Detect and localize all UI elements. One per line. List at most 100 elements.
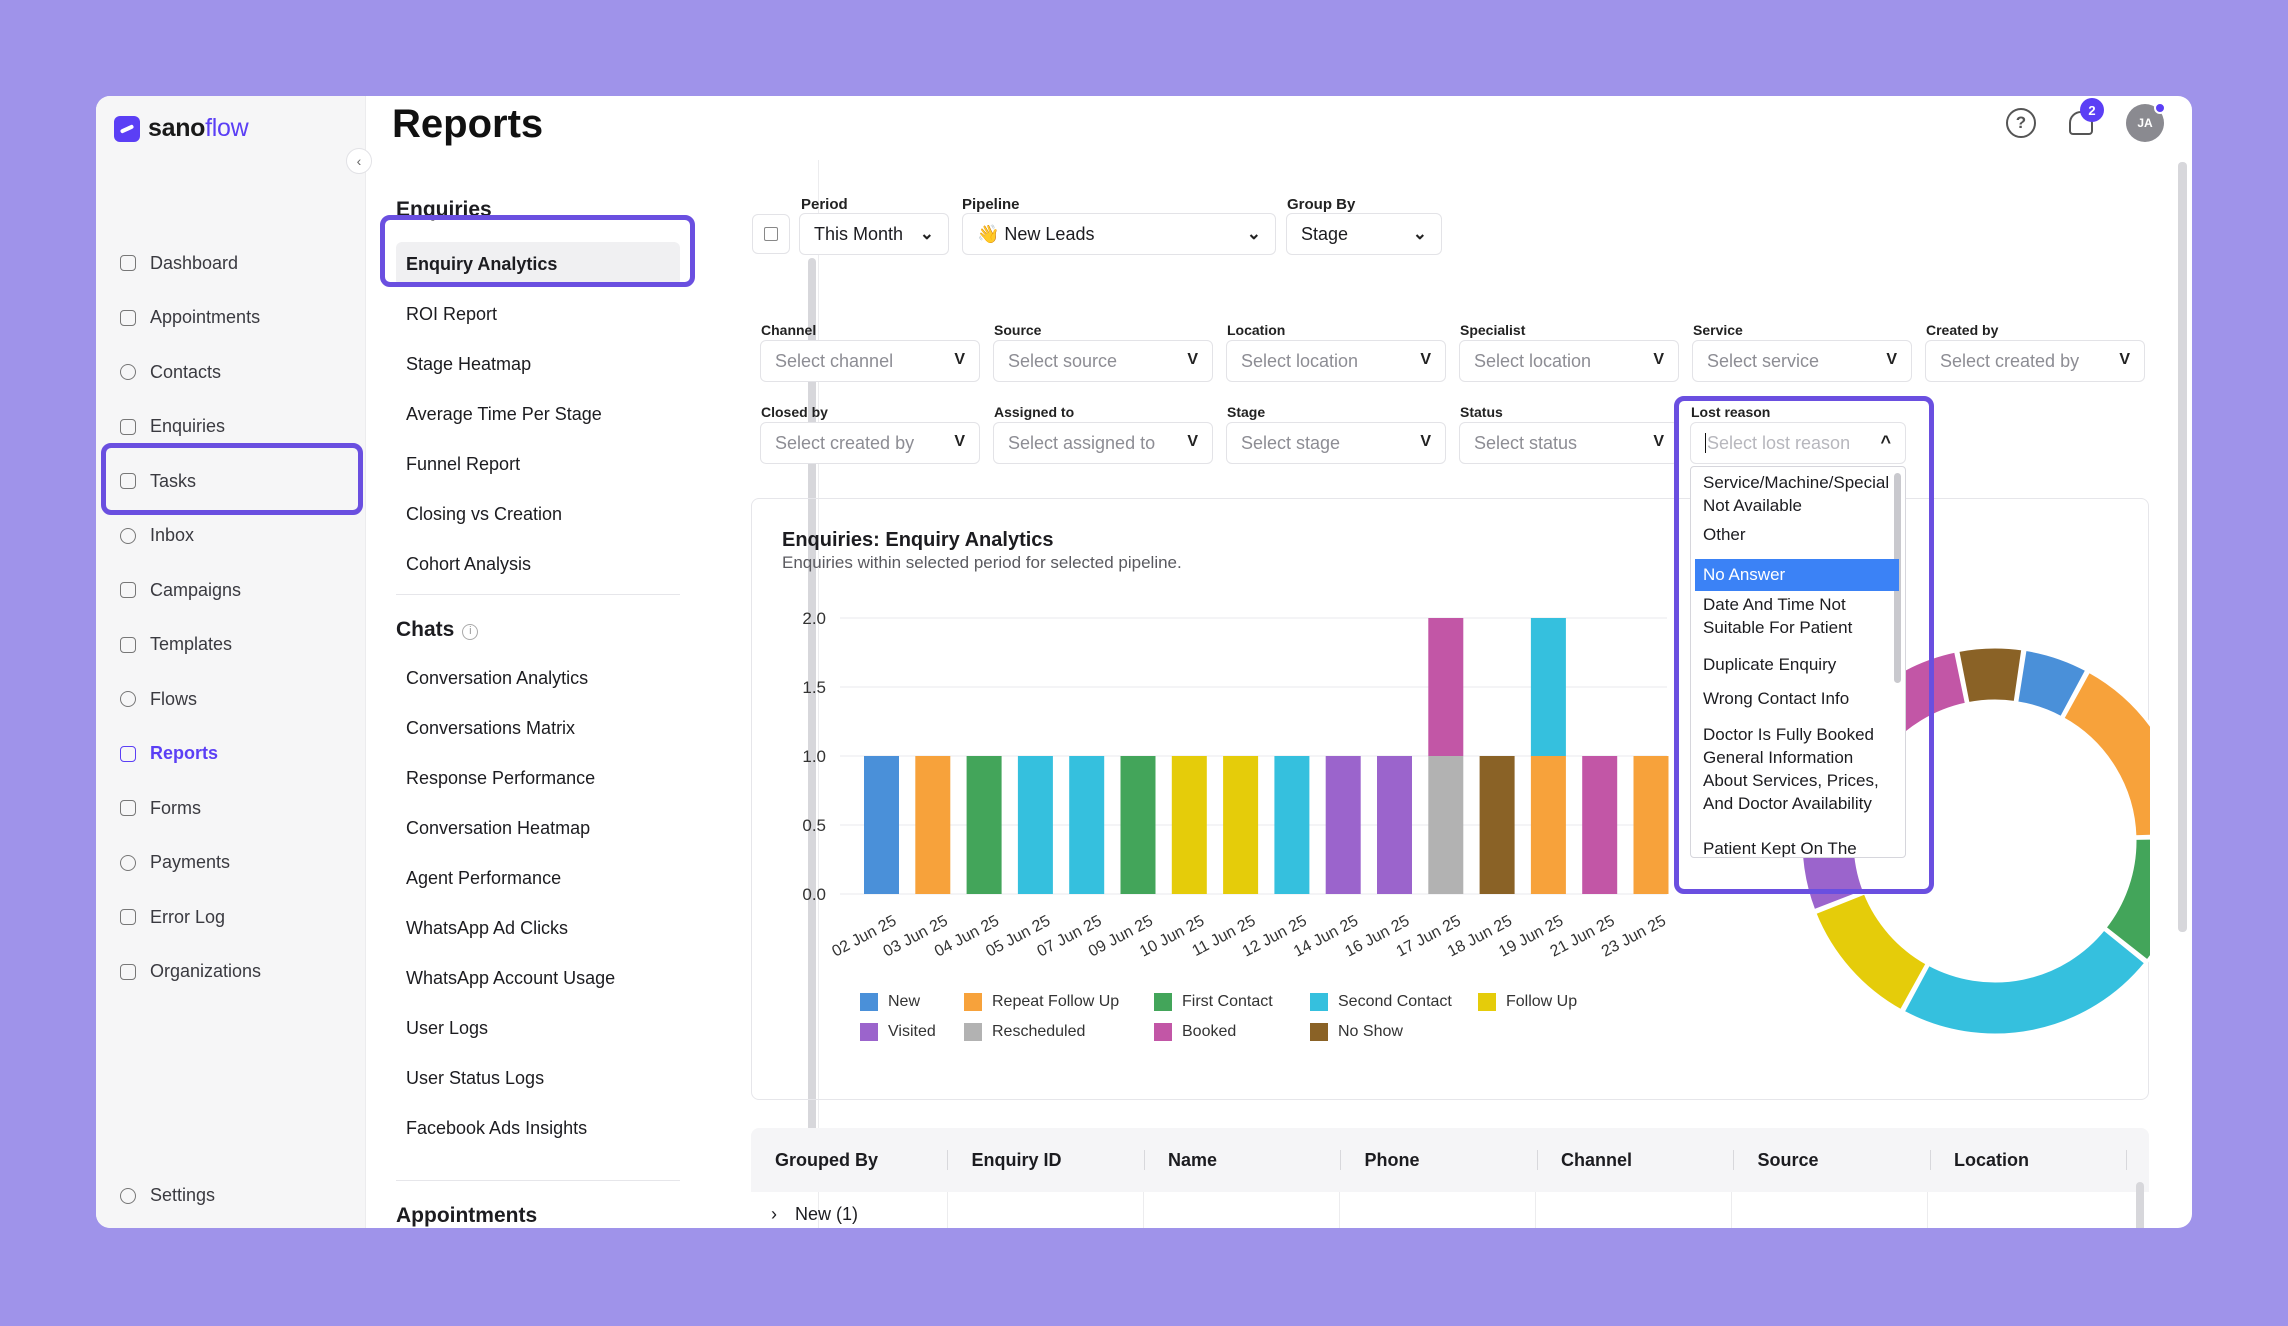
column-resizer[interactable] [1733, 1150, 1734, 1170]
lost-reason-option[interactable]: Service/Machine/Special Not Available [1695, 471, 1891, 517]
channel-select[interactable]: Select channel V [760, 340, 980, 382]
sidebar-item-templates[interactable]: Templates [104, 618, 358, 673]
sidebar-item-enquiries[interactable]: Enquiries [104, 400, 358, 455]
donut-slice-new[interactable] [2015, 647, 2089, 720]
report-link-enquiry-analytics[interactable]: Enquiry Analytics [396, 242, 680, 286]
column-header[interactable]: Enquiry ID [971, 1149, 1062, 1170]
reports-menu-scrollbar[interactable] [808, 258, 816, 1188]
legend-item[interactable]: Rescheduled [964, 1023, 1085, 1041]
notifications-button[interactable]: 2 [2062, 98, 2104, 142]
donut-slice-repeat-follow-up[interactable] [2060, 669, 2150, 839]
report-link-conversation-analytics[interactable]: Conversation Analytics [406, 667, 589, 688]
status-select[interactable]: Select status V [1459, 422, 1679, 464]
lost-reason-option[interactable]: Duplicate Enquiry [1695, 653, 1899, 676]
bar-new[interactable] [864, 756, 899, 894]
column-resizer[interactable] [1929, 1150, 1931, 1170]
bar-no-show[interactable] [1479, 756, 1515, 894]
bar-follow-up[interactable] [1171, 756, 1207, 894]
bar-repeat-follow-up[interactable] [915, 756, 951, 894]
sidebar-item-forms[interactable]: Forms [104, 781, 358, 836]
column-resizer[interactable] [2126, 1150, 2127, 1170]
sidebar-item-settings[interactable]: Settings [120, 1185, 215, 1206]
column-header[interactable]: Phone [1364, 1149, 1420, 1170]
report-link-facebook-ads-insights[interactable]: Facebook Ads Insights [406, 1118, 588, 1139]
legend-item[interactable]: Second Contact [1310, 993, 1452, 1011]
sidebar-item-campaigns[interactable]: Campaigns [104, 563, 358, 618]
closed-by-select[interactable]: Select created by V [760, 422, 980, 464]
bar-booked[interactable] [1582, 756, 1618, 894]
donut-slice-follow-up[interactable] [1812, 890, 1930, 1013]
report-link-response-performance[interactable]: Response Performance [406, 767, 596, 788]
period-select[interactable]: This Month ⌄ [799, 213, 949, 255]
lost-reason-option[interactable]: No Answer [1695, 559, 1899, 591]
legend-item[interactable]: New [860, 993, 920, 1011]
report-link-closing-vs-creation[interactable]: Closing vs Creation [406, 503, 563, 524]
donut-slice-first-contact[interactable] [2102, 836, 2150, 964]
donut-slice-second-contact[interactable] [1901, 926, 2149, 1037]
group-by-select[interactable]: Stage ⌄ [1286, 213, 1442, 255]
sidebar-item-contacts[interactable]: Contacts [104, 345, 358, 400]
toggle-panel-button[interactable] [752, 214, 790, 254]
table-row[interactable]: › New (1) [751, 1192, 2149, 1228]
sidebar-item-tasks[interactable]: Tasks [104, 454, 358, 509]
column-header[interactable]: Grouped By [775, 1149, 879, 1170]
bar-visited[interactable] [1377, 756, 1412, 894]
bar-second-contact[interactable] [1017, 756, 1053, 894]
donut-slice-no-show[interactable] [1956, 645, 2025, 706]
bar-booked[interactable] [1428, 618, 1464, 756]
help-icon[interactable]: ? [2006, 108, 2036, 138]
sidebar-item-flows[interactable]: Flows [104, 672, 358, 727]
column-header[interactable]: Source [1757, 1149, 1819, 1170]
report-link-whatsapp-account-usage[interactable]: WhatsApp Account Usage [406, 968, 616, 989]
user-avatar[interactable]: JA [2126, 102, 2166, 142]
legend-item[interactable]: Repeat Follow Up [964, 993, 1119, 1011]
bar-rescheduled[interactable] [1428, 756, 1464, 894]
lost-reason-option[interactable]: Patient Kept On The [1695, 837, 1899, 857]
sidebar-item-appointments[interactable]: Appointments [104, 291, 358, 346]
report-link-conversations-matrix[interactable]: Conversations Matrix [406, 717, 576, 738]
report-link-stage-heatmap[interactable]: Stage Heatmap [406, 353, 532, 374]
bar-repeat-follow-up[interactable] [1530, 756, 1566, 894]
bar-second-contact[interactable] [1069, 756, 1105, 894]
sidebar-item-organizations[interactable]: Organizations [104, 945, 358, 1000]
bar-visited[interactable] [1325, 756, 1361, 894]
lost-reason-option[interactable]: General Information About Services, Pric… [1695, 746, 1891, 838]
table-scrollbar[interactable] [2136, 1182, 2144, 1228]
stage-select[interactable]: Select stage V [1226, 422, 1446, 464]
report-link-whatsapp-ad-clicks[interactable]: WhatsApp Ad Clicks [406, 918, 569, 938]
lost-reason-option[interactable]: Date And Time Not Suitable For Patient [1695, 593, 1891, 639]
lost-reason-option[interactable]: Other [1695, 523, 1899, 546]
bar-repeat-follow-up[interactable] [1633, 756, 1669, 894]
lost-reason-input[interactable]: Select lost reason ^ [1690, 422, 1906, 464]
column-resizer[interactable] [1536, 1150, 1538, 1170]
location-select[interactable]: Select location V [1226, 340, 1446, 382]
pipeline-select[interactable]: 👋 New Leads ⌄ [962, 213, 1276, 255]
report-link-agent-performance[interactable]: Agent Performance [406, 867, 562, 888]
sidebar-item-reports[interactable]: Reports [104, 727, 358, 782]
logo[interactable]: sanoflow [114, 114, 249, 143]
column-header[interactable]: Location [1954, 1149, 2029, 1170]
column-resizer[interactable] [1340, 1150, 1341, 1170]
legend-item[interactable]: First Contact [1154, 993, 1273, 1011]
created-by-select[interactable]: Select created by V [1925, 340, 2145, 382]
report-link-conversation-heatmap[interactable]: Conversation Heatmap [406, 817, 591, 838]
report-link-funnel-report[interactable]: Funnel Report [406, 453, 521, 474]
main-scrollbar[interactable] [2178, 162, 2187, 932]
sidebar-item-error-log[interactable]: Error Log [104, 890, 358, 945]
legend-item[interactable]: Follow Up [1478, 993, 1577, 1011]
bar-second-contact[interactable] [1274, 756, 1310, 894]
collapse-sidebar-button[interactable]: ‹ [346, 148, 372, 174]
bar-second-contact[interactable] [1530, 618, 1566, 756]
sidebar-item-inbox[interactable]: Inbox [104, 509, 358, 564]
report-link-user-status-logs[interactable]: User Status Logs [406, 1068, 545, 1089]
bar-first-contact[interactable] [1120, 756, 1156, 894]
legend-item[interactable]: No Show [1310, 1023, 1403, 1041]
legend-item[interactable]: Booked [1154, 1023, 1236, 1041]
legend-item[interactable]: Visited [860, 1023, 936, 1041]
report-link-average-time-per-stage[interactable]: Average Time Per Stage [406, 403, 602, 424]
bar-first-contact[interactable] [966, 756, 1002, 894]
lost-reason-option[interactable]: Wrong Contact Info [1695, 687, 1899, 710]
service-select[interactable]: Select service V [1692, 340, 1912, 382]
lost-reason-option[interactable]: Doctor Is Fully Booked [1695, 723, 1899, 746]
column-resizer[interactable] [947, 1150, 948, 1170]
